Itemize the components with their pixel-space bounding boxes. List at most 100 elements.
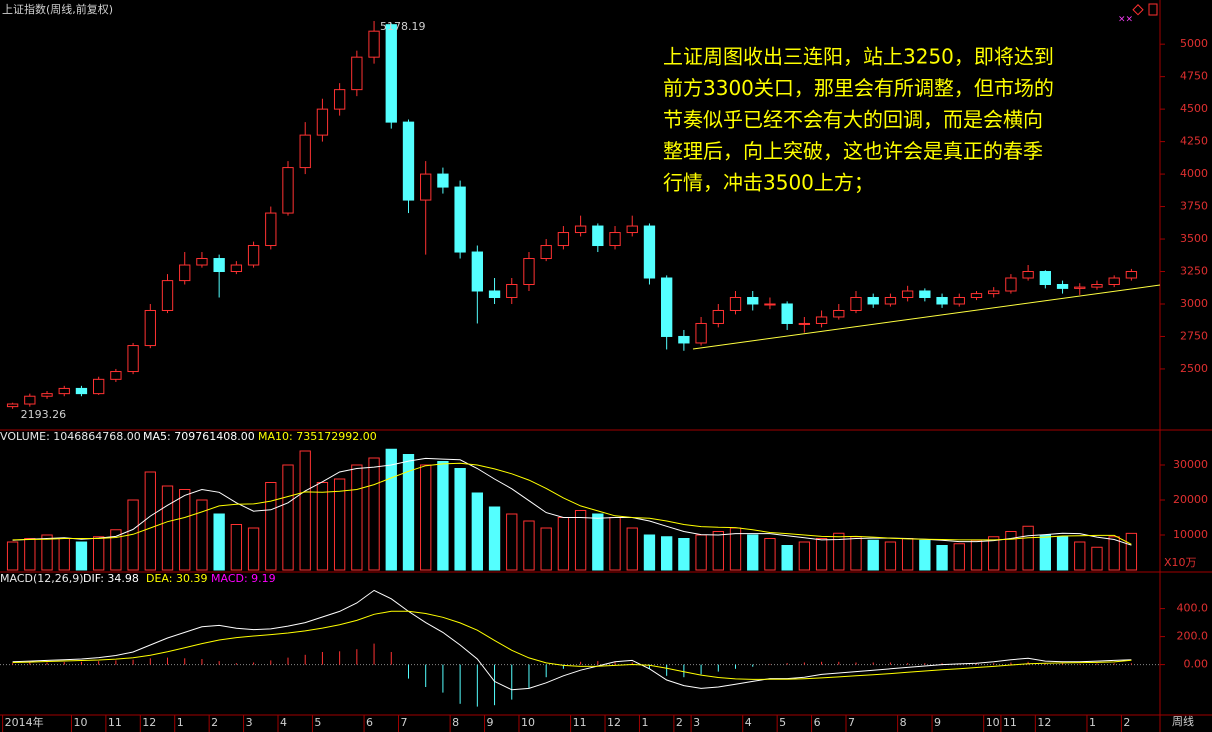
candle-body <box>110 371 122 380</box>
annotation: 前方3300关口，那里会有所调整，但市场的 <box>663 76 1054 100</box>
y-tick-label: 5000 <box>1180 37 1208 50</box>
y-tick-label: 30000 <box>1173 458 1208 471</box>
candle-body <box>75 387 88 395</box>
toolbar-icon[interactable] <box>1132 4 1144 16</box>
volume-bar <box>936 545 948 571</box>
candle-body <box>695 322 707 344</box>
candle-body <box>815 316 828 324</box>
volume-bar <box>574 510 587 571</box>
candle-body <box>1074 286 1086 289</box>
x-tick-label: 11 <box>108 716 122 729</box>
volume-bar <box>540 527 552 571</box>
toolbar-icon[interactable]: ×× <box>1118 15 1133 25</box>
candle-body <box>385 24 397 123</box>
x-tick-label: 6 <box>814 716 821 729</box>
series-line <box>12 610 1132 680</box>
volume-bar <box>333 478 346 571</box>
x-tick-label: 11 <box>573 716 587 729</box>
volume-bar <box>833 532 845 571</box>
candle-body <box>988 290 1000 295</box>
candle-body <box>1125 271 1138 279</box>
x-tick-label: 6 <box>366 716 373 729</box>
x-tick-label: 7 <box>848 716 855 729</box>
volume-bar <box>506 513 518 571</box>
y-tick-label: 10000 <box>1173 528 1208 541</box>
candle-body <box>729 296 742 311</box>
candle-body <box>471 251 483 292</box>
candle-body <box>6 403 19 408</box>
candle-body <box>850 296 862 311</box>
volume-bar <box>1022 525 1034 571</box>
candle-body <box>196 258 208 266</box>
volume-bar <box>609 517 621 571</box>
candle-body <box>316 108 329 136</box>
candle-body <box>144 309 156 347</box>
y-tick-label: 3000 <box>1180 297 1208 310</box>
y-tick-label: 3500 <box>1180 232 1208 245</box>
min-label: 2193.26 <box>21 408 67 421</box>
volume-bar <box>179 489 191 571</box>
candle-body <box>41 393 53 397</box>
y-tick-label: 2500 <box>1180 362 1208 375</box>
toolbar-icon[interactable] <box>1148 3 1158 16</box>
volume-bar <box>161 485 174 571</box>
annotation: 节奏似乎已经不会有大的回调，而是会横向 <box>663 108 1043 132</box>
volume-bar <box>1074 541 1086 571</box>
volume-bar <box>712 531 724 571</box>
candle-body <box>867 296 879 305</box>
volume-bar <box>901 538 914 571</box>
x-tick-label: 12 <box>1037 716 1051 729</box>
candle-body <box>901 290 914 298</box>
candle-body <box>609 232 621 247</box>
y-tick-label: 4250 <box>1180 135 1208 148</box>
volume-bar <box>626 527 638 571</box>
volume-bar <box>747 534 759 571</box>
candle-body <box>970 293 983 298</box>
candle-body <box>161 280 174 311</box>
x-tick-label: 2 <box>676 716 683 729</box>
candle-body <box>1108 277 1120 286</box>
volume-bar <box>1039 534 1051 571</box>
candle-body <box>1091 284 1103 288</box>
volume-bar <box>661 536 673 571</box>
candle-body <box>540 245 552 260</box>
x-tick-label: 4 <box>745 716 752 729</box>
volume-bar <box>867 539 879 571</box>
volume-bar <box>592 513 604 571</box>
chart-title: 上证指数(周线,前复权) <box>2 2 113 16</box>
trend-line <box>692 284 1161 350</box>
candle-body <box>953 296 965 305</box>
x-tick-label: 10 <box>986 716 1000 729</box>
x-tick-label: 12 <box>142 716 156 729</box>
volume-bar <box>884 541 897 571</box>
volume-bar <box>454 468 466 571</box>
volume-bar <box>781 545 793 571</box>
x-tick-label: 2 <box>211 716 218 729</box>
volume-bar <box>523 520 535 571</box>
y-tick-label: 20000 <box>1173 493 1208 506</box>
volume-bar <box>299 450 311 571</box>
x-tick-label: 12 <box>607 716 621 729</box>
volume-bar <box>41 534 53 571</box>
volume-bar <box>385 448 397 571</box>
candle-body <box>1056 284 1069 289</box>
legend-entry: DEA: 30.39 <box>146 572 207 585</box>
y-tick-label: 3750 <box>1180 200 1208 213</box>
candle-body <box>1039 271 1051 286</box>
candle-body <box>574 225 587 234</box>
candle-body <box>213 258 225 273</box>
candle-body <box>333 89 346 110</box>
candle-body <box>265 212 277 247</box>
y-tick-label: 0.00 <box>1184 658 1209 671</box>
candle-body <box>127 345 139 373</box>
series-line <box>12 589 1132 691</box>
candle-body <box>747 296 759 305</box>
volume-bar <box>488 506 501 571</box>
volume-bar <box>265 482 277 571</box>
volume-title: VOLUME: 1046864768.00 <box>0 430 141 443</box>
volume-bar <box>368 457 380 571</box>
volume-bar <box>850 536 862 571</box>
x-tick-label: 9 <box>487 716 494 729</box>
candle-body <box>798 322 811 325</box>
